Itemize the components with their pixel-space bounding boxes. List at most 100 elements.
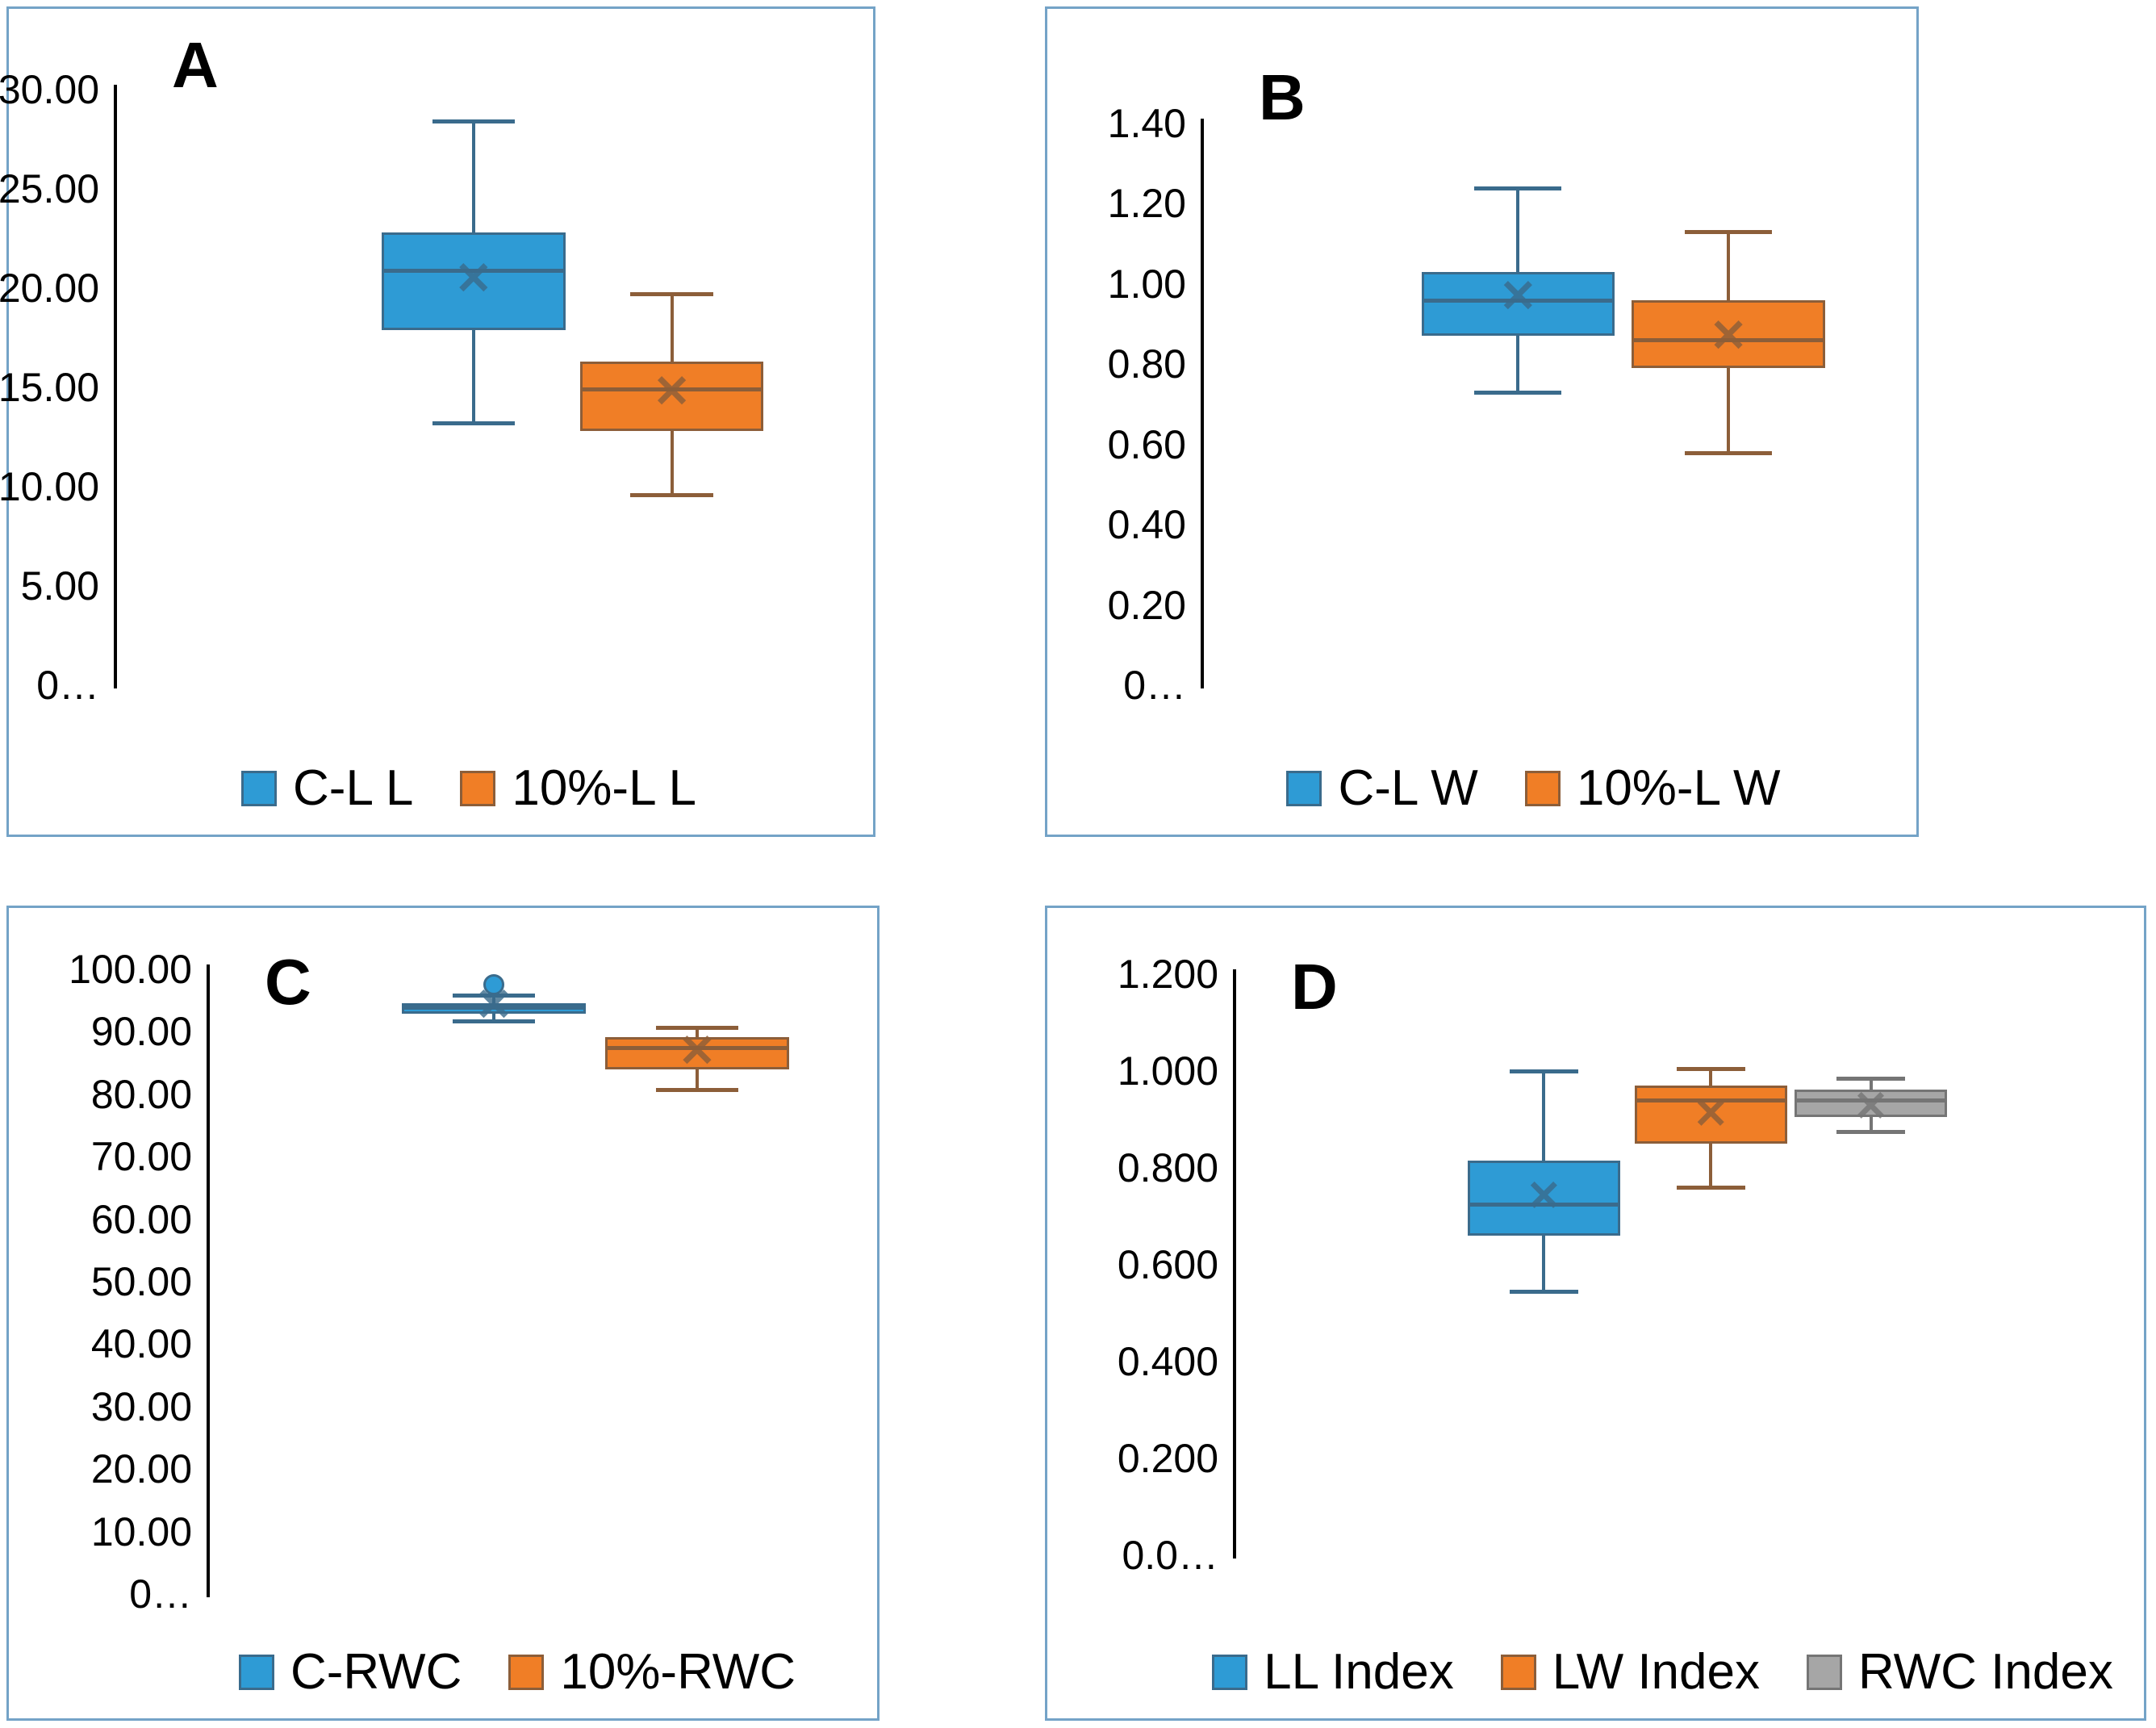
panel-b-letter: B xyxy=(1259,61,1306,133)
lower-whisker xyxy=(1542,1236,1546,1291)
panel-d: D 1.200 1.000 0.800 0.600 0.400 0.200 0.0… ✕ ✕ ✕ LL… xyxy=(1045,906,2146,1721)
y-tick-label: 50.00 xyxy=(90,1259,192,1304)
lower-whisker-cap xyxy=(1836,1130,1905,1134)
median-line xyxy=(605,1045,789,1050)
upper-whisker xyxy=(696,1027,699,1037)
legend-label: C-RWC xyxy=(290,1644,462,1700)
y-tick-label: 70.00 xyxy=(90,1134,192,1180)
mean-marker: ✕ xyxy=(1853,1082,1889,1131)
legend-item-10-l-w: 10%-L W xyxy=(1524,760,1781,816)
median-line xyxy=(1632,338,1825,343)
iqr-box xyxy=(1468,1161,1620,1236)
lower-whisker xyxy=(670,431,674,495)
y-tick-label: 0.80 xyxy=(1107,341,1186,387)
legend-item-c-l-w: C-L W xyxy=(1286,764,1478,814)
upper-whisker-cap xyxy=(630,292,713,297)
y-axis xyxy=(1233,969,1236,1559)
legend-swatch-orange xyxy=(1524,771,1561,806)
legend: C-RWC 10%-RWC xyxy=(158,1647,876,1697)
lower-whisker xyxy=(1727,368,1731,453)
median-line xyxy=(402,1006,586,1010)
lower-whisker-cap xyxy=(1510,1290,1578,1294)
legend-item-c-rwc: C-RWC xyxy=(238,1644,462,1700)
panel-b: B 1.40 1.20 1.00 0.80 0.60 0.40 0.20 0… ✕ ✕ C-L W 10… xyxy=(1045,6,1919,837)
mean-marker: ✕ xyxy=(653,365,692,416)
y-tick-label: 0… xyxy=(36,663,99,708)
y-axis xyxy=(1201,119,1204,688)
iqr-box xyxy=(579,362,764,432)
y-tick-label: 30.00 xyxy=(90,1383,192,1429)
y-tick-label: 0… xyxy=(129,1571,192,1617)
y-tick-label: 0.400 xyxy=(1117,1339,1218,1384)
upper-whisker xyxy=(670,294,674,362)
median-line xyxy=(1468,1203,1620,1207)
y-tick-label: 1.000 xyxy=(1117,1048,1218,1094)
upper-whisker xyxy=(1516,187,1520,272)
mean-marker: ✕ xyxy=(1498,270,1537,321)
legend: C-L L 10%-L L xyxy=(65,764,872,814)
panel-a: A 30.00 25.00 20.00 15.00 10.00 5.00 0… ✕ ✕ C-L L 1… xyxy=(0,6,875,837)
legend-item-lw-index: LW Index xyxy=(1500,1644,1760,1700)
y-tick-label: 0… xyxy=(1123,663,1186,708)
legend-label: 10%-L W xyxy=(1576,760,1781,816)
y-tick-label: 1.200 xyxy=(1117,952,1218,997)
upper-whisker-cap xyxy=(1510,1069,1578,1073)
lower-whisker-cap xyxy=(432,421,516,426)
lower-whisker-cap xyxy=(1677,1186,1745,1190)
y-tick-label: 1.20 xyxy=(1107,181,1186,227)
legend-label: C-L L xyxy=(293,760,414,816)
panel-d-letter: D xyxy=(1291,951,1338,1023)
y-tick-label: 80.00 xyxy=(90,1071,192,1117)
legend-label: LL Index xyxy=(1264,1644,1454,1700)
legend-swatch-gray xyxy=(1807,1655,1842,1690)
legend-swatch-blue xyxy=(1286,771,1322,806)
mean-marker: ✕ xyxy=(454,252,493,303)
upper-whisker xyxy=(1869,1078,1873,1090)
y-tick-label: 0.20 xyxy=(1107,582,1186,628)
legend-item-c-l-l: C-L L xyxy=(241,764,413,814)
lower-whisker-cap xyxy=(1474,391,1562,395)
y-tick-label: 40.00 xyxy=(90,1321,192,1367)
panel-c-letter: C xyxy=(265,946,311,1018)
iqr-box xyxy=(1795,1089,1947,1117)
legend: LL Index LW Index RWC Index xyxy=(1185,1647,2141,1697)
panel-c: C 100.00 90.00 80.00 70.00 60.00 50.00 40.00 30.… xyxy=(6,906,880,1721)
panel-a-letter: A xyxy=(172,29,219,101)
mean-marker: ✕ xyxy=(1693,1090,1729,1138)
y-tick-label: 20.00 xyxy=(90,1446,192,1492)
legend-swatch-blue xyxy=(238,1655,274,1690)
y-tick-label: 5.00 xyxy=(20,563,99,609)
legend-swatch-orange xyxy=(1500,1655,1536,1690)
y-tick-label: 0.0… xyxy=(1122,1533,1218,1578)
y-tick-label: 0.600 xyxy=(1117,1242,1218,1287)
legend-swatch-orange xyxy=(460,771,496,806)
y-tick-label: 90.00 xyxy=(90,1009,192,1055)
y-tick-label: 0.60 xyxy=(1107,421,1186,467)
y-tick-label: 60.00 xyxy=(90,1196,192,1242)
y-tick-label: 10.00 xyxy=(90,1508,192,1554)
y-tick-label: 20.00 xyxy=(0,266,99,311)
lower-whisker-cap xyxy=(452,1019,536,1024)
median-line xyxy=(579,387,764,392)
legend-label: LW Index xyxy=(1552,1644,1760,1700)
y-tick-label: 1.00 xyxy=(1107,261,1186,307)
lower-whisker xyxy=(1869,1117,1873,1132)
mean-marker: ✕ xyxy=(1526,1172,1562,1220)
legend-label: RWC Index xyxy=(1858,1644,2113,1700)
iqr-box xyxy=(1635,1086,1787,1144)
y-tick-label: 1.40 xyxy=(1107,101,1186,146)
lower-whisker xyxy=(492,1013,495,1022)
upper-whisker-cap xyxy=(1836,1077,1905,1081)
iqr-box xyxy=(1421,271,1615,337)
y-tick-label: 0.200 xyxy=(1117,1436,1218,1481)
legend-item-ll-index: LL Index xyxy=(1212,1647,1454,1697)
upper-whisker-cap xyxy=(432,119,516,124)
median-line xyxy=(1635,1098,1787,1102)
lower-whisker xyxy=(471,329,475,424)
y-tick-label: 25.00 xyxy=(0,166,99,211)
legend-item-10-l-l: 10%-L L xyxy=(460,764,696,814)
upper-whisker xyxy=(1709,1069,1713,1086)
legend-item-rwc-index: RWC Index xyxy=(1807,1647,2113,1697)
legend-swatch-blue xyxy=(1212,1655,1248,1690)
